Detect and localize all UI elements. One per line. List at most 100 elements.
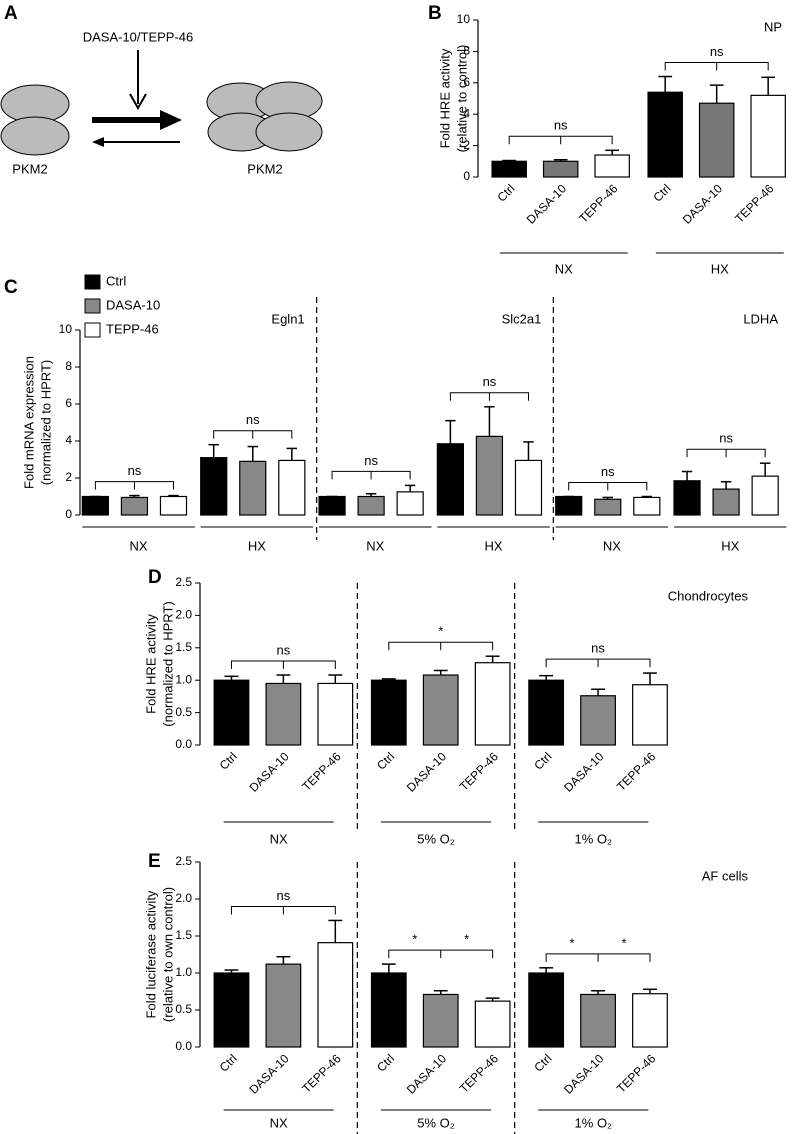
bar [673, 480, 701, 516]
legend-swatch [84, 274, 101, 290]
group-label: NX [270, 831, 288, 846]
bar [317, 942, 354, 1048]
bar [436, 443, 465, 516]
bar [580, 993, 616, 1048]
x-tick-label: TEPP-46 [299, 749, 344, 794]
significance-label: ns [246, 412, 260, 427]
group-label: NX [603, 538, 621, 553]
x-tick-label: Ctrl [374, 749, 397, 772]
bar [632, 684, 668, 746]
significance-label: ns [719, 431, 733, 446]
x-tick-label: DASA-10 [246, 749, 292, 795]
x-tick-label: TEPP-46 [614, 1051, 659, 1096]
bar [633, 496, 661, 516]
x-tick-label: DASA-10 [404, 1051, 450, 1097]
drug-label: DASA-10/TEPP-46 [83, 29, 194, 44]
y-tick-label: 10 [457, 12, 471, 26]
legend-label: DASA-10 [106, 297, 160, 312]
bar [81, 495, 110, 516]
significance-label: * [621, 935, 626, 950]
legend-swatch [84, 322, 101, 338]
bar [751, 475, 779, 516]
y-tick-label: 6 [463, 75, 470, 89]
significance-label: ns [128, 463, 142, 478]
significance-label: * [438, 624, 443, 639]
section-title: Egln1 [271, 311, 304, 326]
bar [357, 495, 385, 516]
section-title: LDHA [743, 311, 778, 326]
bar [120, 496, 149, 516]
y-tick-label: 0.5 [175, 1002, 192, 1016]
y-tick-label: 10 [59, 322, 73, 336]
bar [318, 495, 346, 516]
x-tick-label: Ctrl [531, 749, 554, 772]
annotation: AF cells [702, 868, 749, 883]
y-tick-label: 0 [463, 169, 470, 183]
monomer [0, 116, 70, 156]
x-tick-label: Ctrl [374, 1051, 397, 1074]
legend-swatch [84, 298, 101, 314]
bar [474, 1000, 511, 1048]
panel-letter: C [4, 277, 18, 298]
bar [698, 102, 735, 178]
annotation: NP [764, 19, 782, 34]
significance-label: ns [277, 642, 291, 657]
x-tick-label: Ctrl [650, 181, 673, 204]
group-label: HX [248, 538, 266, 553]
bar [317, 682, 354, 746]
bar [750, 94, 786, 178]
y-tick-label: 2.5 [175, 575, 192, 589]
y-tick-label: 0.5 [175, 705, 192, 719]
bar [528, 679, 565, 746]
bar [632, 993, 668, 1048]
y-tick-label: 2.0 [175, 891, 192, 905]
annotation: Chondrocytes [668, 588, 749, 603]
y-tick-label: 4 [463, 106, 470, 120]
group-label: NX [130, 538, 148, 553]
reverse-arrow-head [92, 137, 104, 147]
x-tick-label: Ctrl [217, 1051, 240, 1074]
bar [647, 91, 683, 178]
significance-label: * [570, 935, 575, 950]
significance-label: ns [601, 464, 615, 479]
group-label: NX [555, 261, 573, 276]
bar [542, 160, 579, 178]
monomer [255, 112, 323, 152]
x-tick-label: TEPP-46 [732, 181, 777, 226]
x-tick-label: Ctrl [531, 1051, 554, 1074]
significance-label: ns [364, 453, 378, 468]
x-tick-label: DASA-10 [404, 749, 450, 795]
group-label: HX [721, 538, 739, 553]
y-tick-label: 2.0 [175, 608, 192, 622]
bar [265, 682, 302, 746]
significance-label: * [464, 932, 469, 947]
bar [594, 498, 622, 516]
y-tick-label: 1.5 [175, 640, 192, 654]
bar [555, 495, 583, 516]
significance-label: * [412, 932, 417, 947]
group-label: NX [270, 1115, 288, 1130]
bar [239, 460, 267, 516]
panel-letter: B [428, 3, 442, 24]
bar [422, 674, 459, 746]
x-tick-label: TEPP-46 [299, 1051, 344, 1096]
y-tick-label: 0 [65, 507, 72, 521]
y-tick-label: 1.0 [175, 672, 192, 686]
bar [370, 972, 407, 1048]
x-tick-label: DASA-10 [680, 181, 726, 227]
y-tick-label: 8 [65, 359, 72, 373]
y-tick-label: 2 [65, 470, 72, 484]
x-tick-label: DASA-10 [561, 749, 607, 795]
bar [265, 963, 302, 1048]
bar [200, 457, 228, 516]
panel-letter: E [148, 851, 161, 872]
x-tick-label: DASA-10 [524, 181, 570, 227]
bar [594, 154, 630, 178]
y-tick-label: 0.0 [175, 737, 192, 751]
panel-letter: D [148, 567, 162, 588]
y-axis-label: Fold mRNA expression [21, 356, 36, 489]
x-tick-label: TEPP-46 [576, 181, 621, 226]
x-tick-label: DASA-10 [561, 1051, 607, 1097]
diagram: A DASA-10/TEPP-46 PKM2 PKM2 [0, 3, 323, 176]
group-label: 5% O₂ [417, 831, 455, 846]
